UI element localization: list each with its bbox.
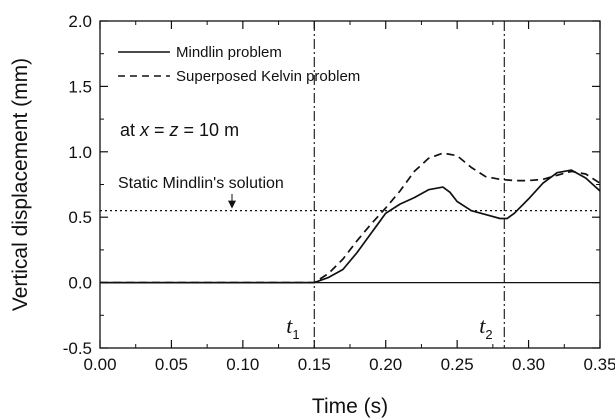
static-solution-label: Static Mindlin's solution [118, 175, 284, 192]
static-solution-arrow-head [228, 200, 236, 209]
series-line-kelvin [100, 152, 601, 284]
y-tick-label: -0.5 [63, 339, 92, 358]
t1-marker-label: t1 [286, 313, 299, 342]
t2-marker-label: t2 [479, 313, 492, 342]
legend: Mindlin problem Superposed Kelvin proble… [118, 44, 360, 85]
y-tick-label: 1.5 [68, 77, 92, 96]
series-group [100, 152, 601, 284]
y-tick-label: 0.0 [68, 274, 92, 293]
y-tick-label: 1.0 [68, 143, 92, 162]
x-tick-label: 0.15 [298, 355, 331, 374]
y-axis-ticks: -0.5 0.0 0.5 1.0 1.5 2.0 [63, 12, 600, 358]
x-axis-ticks: 0.00 0.05 0.10 0.15 0.20 0.25 0.30 0.35 [83, 21, 615, 374]
x-tick-label: 0.00 [83, 355, 116, 374]
x-tick-label: 0.35 [583, 355, 615, 374]
x-tick-label: 0.25 [441, 355, 474, 374]
legend-label-kelvin: Superposed Kelvin problem [176, 68, 360, 85]
y-tick-label: 0.5 [68, 208, 92, 227]
x-tick-label: 0.10 [226, 355, 259, 374]
legend-label-mindlin: Mindlin problem [176, 44, 282, 61]
x-tick-label: 0.05 [155, 355, 188, 374]
y-axis-title: Vertical displacement (mm) [9, 58, 32, 311]
x-axis-title: Time (s) [312, 395, 388, 418]
condition-annotation: at x = z = 10 m [120, 120, 239, 140]
x-tick-label: 0.20 [369, 355, 402, 374]
series-line-mindlin [100, 169, 601, 284]
x-tick-label: 0.30 [512, 355, 545, 374]
y-tick-label: 2.0 [68, 12, 92, 31]
